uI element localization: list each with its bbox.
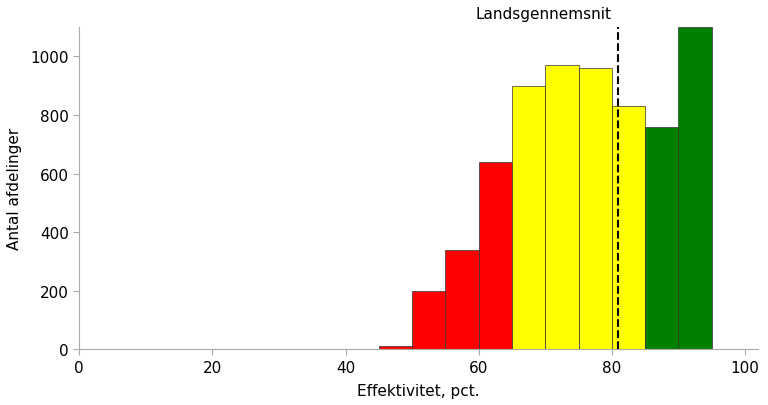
Bar — [578, 69, 612, 350]
Bar — [645, 128, 678, 350]
Bar — [445, 250, 478, 350]
Bar — [379, 347, 412, 350]
X-axis label: Effektivitet, pct.: Effektivitet, pct. — [357, 383, 480, 398]
Bar — [678, 28, 712, 350]
Bar — [545, 66, 578, 350]
Bar — [412, 291, 445, 350]
Bar — [612, 107, 645, 350]
Bar — [512, 87, 545, 350]
Text: Landsgennemsnit: Landsgennemsnit — [476, 7, 612, 22]
Bar — [478, 162, 512, 350]
Y-axis label: Antal afdelinger: Antal afdelinger — [7, 128, 22, 250]
